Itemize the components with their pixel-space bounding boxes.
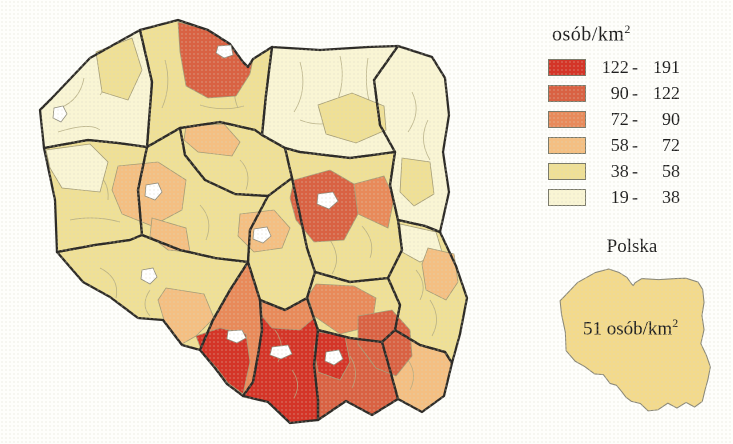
legend-label: 122-191	[601, 57, 680, 78]
subregion-lublin	[421, 247, 459, 301]
legend-swatch	[548, 59, 586, 77]
legend-label: 72-90	[610, 109, 680, 130]
legend-label: 19-38	[610, 187, 680, 208]
city-hole-trojmiasto	[215, 44, 234, 59]
legend-label: 90-122	[610, 83, 680, 104]
legend-row: 90-122	[548, 83, 728, 104]
city-hole-krakow	[324, 349, 344, 366]
city-hole-katowice	[269, 344, 293, 360]
subregion-boundary-lines	[57, 55, 437, 399]
subregion-kalisz	[149, 217, 191, 253]
legend-row: 38-58	[548, 161, 728, 182]
legend: osób/km2 122-191 90-122 72-90 58-72 38-5…	[548, 14, 728, 215]
inset-title: Polska	[606, 236, 658, 257]
legend-swatch	[548, 85, 586, 103]
subregion-lubuskie-north	[45, 143, 109, 193]
legend-swatch	[548, 163, 586, 181]
legend-swatch	[548, 137, 586, 155]
legend-row: 72-90	[548, 109, 728, 130]
legend-row: 19-38	[548, 187, 728, 208]
legend-row: 58-72	[548, 135, 728, 156]
legend-row: 122-191	[548, 57, 728, 78]
legend-label: 58-72	[610, 135, 680, 156]
inset-density-value: 51 osób/km2	[583, 316, 679, 340]
legend-label: 38-58	[610, 161, 680, 182]
legend-swatch	[548, 189, 586, 207]
subregion-bialystok	[399, 157, 435, 207]
subregion-olsztyn	[317, 92, 387, 144]
subregion-rzeszow	[357, 309, 413, 377]
city-hole-szczecin	[52, 105, 68, 123]
city-hole-lodz	[252, 226, 272, 244]
city-hole-wroclaw	[140, 267, 158, 285]
subregion-koszalin	[95, 37, 143, 101]
city-hole-opole	[226, 329, 247, 344]
city-hole-warszawa	[316, 191, 339, 210]
legend-title: osób/km2	[552, 22, 631, 46]
city-hole-poznan	[144, 182, 163, 201]
city-holes-layer	[52, 44, 344, 366]
legend-swatch	[548, 111, 586, 129]
subregion-warszawa-wschod	[353, 175, 395, 229]
subregion-blobs-layer	[45, 21, 459, 395]
